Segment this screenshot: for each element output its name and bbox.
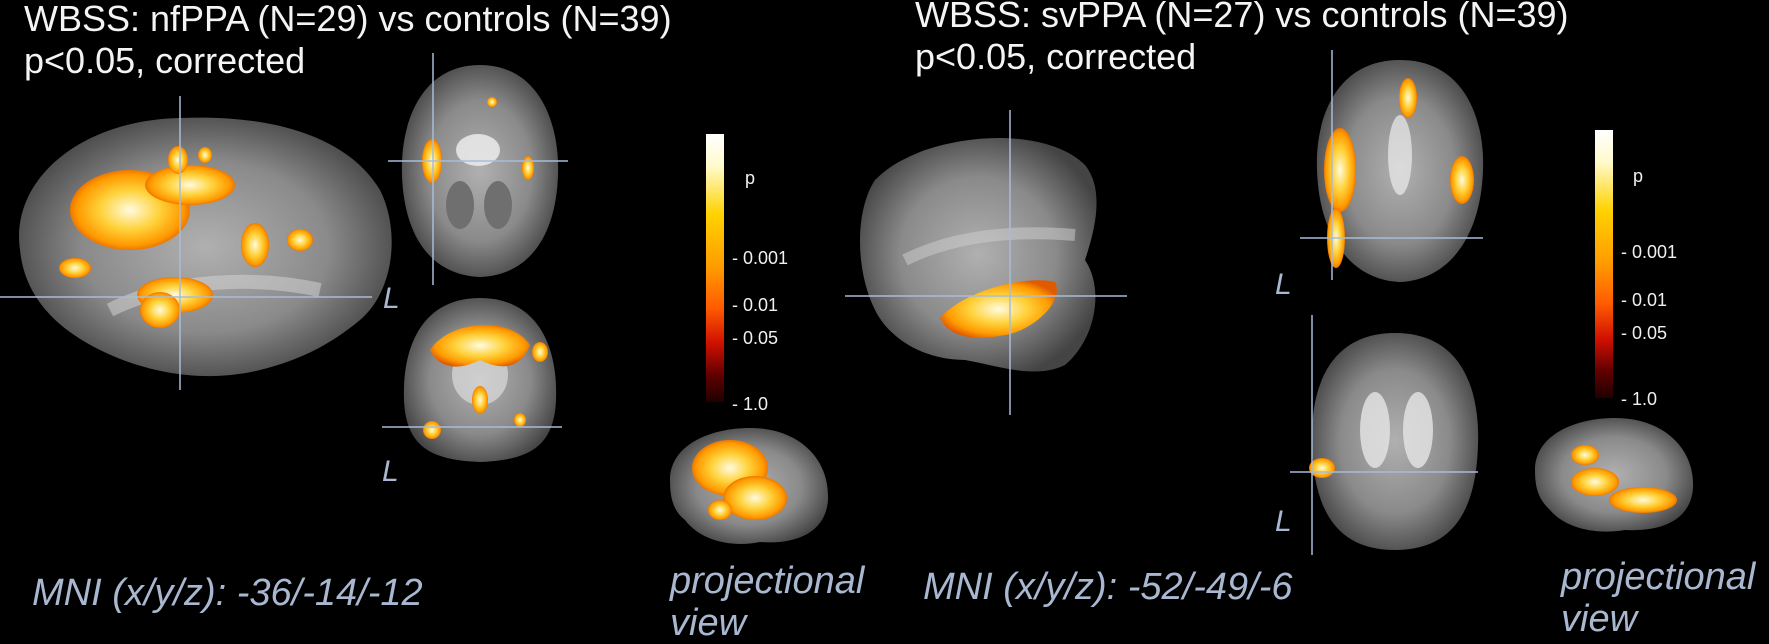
left-title-line1: WBSS: nfPPA (N=29) vs controls (N=39) bbox=[24, 0, 672, 39]
left-mni-coordinates: MNI (x/y/z): -36/-14/-12 bbox=[32, 572, 423, 614]
left-projection-activation bbox=[692, 440, 787, 520]
right-mni-coordinates: MNI (x/y/z): -52/-49/-6 bbox=[923, 566, 1293, 608]
right-projection-caption: projectional view bbox=[1561, 556, 1756, 640]
left-sagittal-l-label: L bbox=[383, 282, 400, 315]
left-colorbar-tick-1: - 0.01 bbox=[732, 295, 779, 315]
right-colorbar-tick-2: - 0.05 bbox=[1621, 323, 1668, 343]
right-colorbar-tick-3: - 1.0 bbox=[1621, 389, 1658, 409]
right-sagittal-slice bbox=[845, 110, 1127, 415]
right-lower-activation bbox=[1309, 458, 1335, 478]
left-coronal-activation bbox=[423, 324, 548, 439]
left-axial-slice bbox=[388, 53, 568, 285]
right-colorbar-tick-1: - 0.01 bbox=[1621, 290, 1668, 310]
left-sagittal-slice bbox=[0, 96, 392, 390]
right-lower-l-label: L bbox=[1275, 505, 1292, 538]
left-colorbar-tick-0: - 0.001 bbox=[732, 248, 789, 268]
left-coronal-l-label: L bbox=[382, 455, 399, 488]
left-panel: WBSS: nfPPA (N=29) vs controls (N=39) p<… bbox=[0, 0, 884, 644]
left-sagittal-activation bbox=[59, 146, 313, 328]
right-projection-view bbox=[1535, 418, 1694, 532]
left-projection-caption: projectional view bbox=[670, 560, 865, 644]
right-title-line2: p<0.05, corrected bbox=[915, 36, 1197, 77]
right-colorbar-tick-0: - 0.001 bbox=[1621, 242, 1678, 262]
left-title: WBSS: nfPPA (N=29) vs controls (N=39) p<… bbox=[24, 0, 672, 82]
right-panel: WBSS: svPPA (N=27) vs controls (N=39) p<… bbox=[845, 0, 1769, 642]
right-colorbar bbox=[1595, 130, 1613, 398]
right-title-line1: WBSS: svPPA (N=27) vs controls (N=39) bbox=[915, 0, 1569, 35]
right-axial-slice bbox=[1300, 50, 1484, 282]
left-coronal-slice bbox=[382, 298, 562, 462]
left-title-line2: p<0.05, corrected bbox=[24, 40, 306, 81]
left-colorbar-symbol: p bbox=[745, 168, 756, 188]
right-axial-l-label: L bbox=[1275, 268, 1292, 301]
left-colorbar bbox=[706, 134, 724, 402]
right-lower-slice bbox=[1290, 315, 1479, 555]
right-colorbar-symbol: p bbox=[1633, 166, 1644, 186]
left-colorbar-tick-3: - 1.0 bbox=[732, 394, 769, 414]
right-title: WBSS: svPPA (N=27) vs controls (N=39) p<… bbox=[915, 0, 1569, 78]
left-projection-view bbox=[670, 428, 829, 544]
left-colorbar-tick-2: - 0.05 bbox=[732, 328, 779, 348]
right-sagittal-activation bbox=[940, 280, 1057, 338]
right-projection-activation bbox=[1571, 445, 1677, 513]
